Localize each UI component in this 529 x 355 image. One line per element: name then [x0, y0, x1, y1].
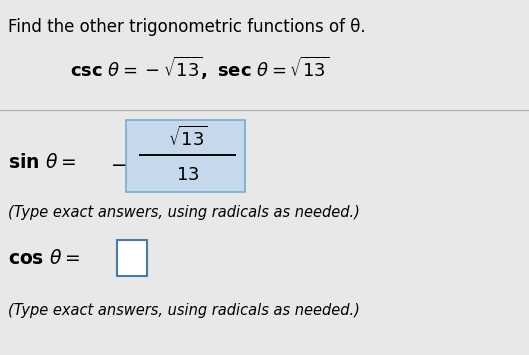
- Text: Find the other trigonometric functions of θ.: Find the other trigonometric functions o…: [8, 18, 366, 36]
- Text: $\mathbf{sin}\ \mathit{\theta} =$: $\mathbf{sin}\ \mathit{\theta} =$: [8, 153, 76, 173]
- Text: $\mathbf{csc}\ \mathit{\theta} = -\sqrt{13}$$\mathbf{,\ sec}\ \mathit{\theta} = : $\mathbf{csc}\ \mathit{\theta} = -\sqrt{…: [70, 54, 330, 82]
- Text: $\mathbf{cos}\ \mathit{\theta} =$: $\mathbf{cos}\ \mathit{\theta} =$: [8, 248, 80, 268]
- Text: $13$: $13$: [176, 166, 200, 184]
- FancyBboxPatch shape: [126, 120, 245, 192]
- Text: (Type exact answers, using radicals as needed.): (Type exact answers, using radicals as n…: [8, 206, 360, 220]
- FancyBboxPatch shape: [117, 240, 147, 276]
- Text: $\sqrt{13}$: $\sqrt{13}$: [168, 126, 208, 150]
- Text: $-$: $-$: [110, 153, 126, 173]
- Text: (Type exact answers, using radicals as needed.): (Type exact answers, using radicals as n…: [8, 302, 360, 317]
